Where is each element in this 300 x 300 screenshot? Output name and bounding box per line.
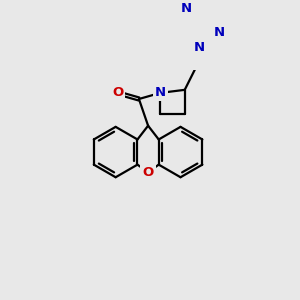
Text: N: N	[214, 26, 225, 39]
Text: N: N	[155, 86, 166, 99]
Text: O: O	[112, 86, 123, 99]
Text: O: O	[142, 166, 154, 179]
Text: N: N	[181, 2, 192, 15]
Text: N: N	[194, 40, 205, 54]
